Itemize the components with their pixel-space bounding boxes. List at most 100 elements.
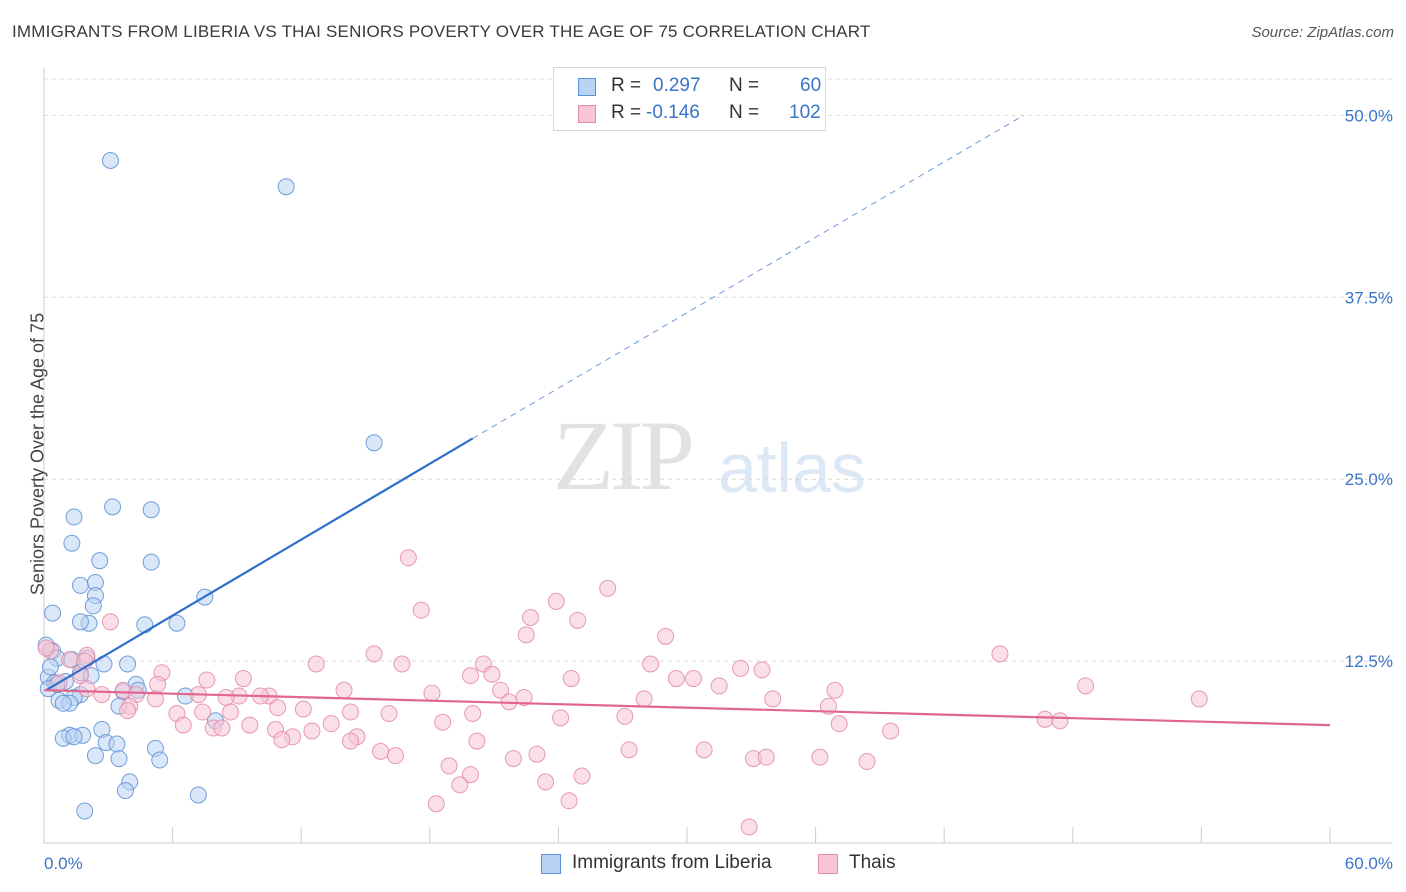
thai-point xyxy=(599,579,617,597)
liberia-point xyxy=(41,658,59,676)
thai-point xyxy=(740,818,758,836)
liberia-point xyxy=(142,553,160,571)
thai-point xyxy=(464,704,482,722)
thai-point xyxy=(811,748,829,766)
thai-point xyxy=(830,715,848,733)
y-tick-label: 50.0% xyxy=(1345,106,1393,125)
thai-point xyxy=(322,715,340,733)
thai-point xyxy=(573,767,591,785)
thai-point xyxy=(757,748,775,766)
thai-point xyxy=(620,741,638,759)
liberia-point xyxy=(71,576,89,594)
thai-point xyxy=(537,773,555,791)
thai-point xyxy=(562,670,580,688)
thai-point xyxy=(241,716,259,734)
liberia-point xyxy=(86,747,104,765)
x-tick-label: 60.0% xyxy=(1345,854,1393,873)
legend-n-value: 102 xyxy=(789,102,821,123)
thai-point xyxy=(434,713,452,731)
legend-r-label: R = xyxy=(611,75,642,96)
thai-point xyxy=(684,670,702,688)
source-label: Source: ZipAtlas.com xyxy=(1251,24,1394,41)
watermark-atlas: atlas xyxy=(718,429,866,507)
thai-point xyxy=(303,722,321,740)
y-axis-label: Seniors Poverty Over the Age of 75 xyxy=(27,312,48,596)
thai-point xyxy=(504,750,522,768)
liberia-point xyxy=(151,751,169,769)
thai-point xyxy=(552,709,570,727)
thai-swatch xyxy=(578,105,596,123)
y-tick-label: 12.5% xyxy=(1345,652,1393,671)
liberia-trend-line xyxy=(45,437,474,692)
liberia-point xyxy=(189,786,207,804)
legend-n-label: N = xyxy=(729,102,760,123)
thai-point xyxy=(483,665,501,683)
thai-point xyxy=(380,704,398,722)
liberia-point xyxy=(110,750,128,768)
thai-point xyxy=(61,651,79,669)
liberia-point xyxy=(71,613,89,631)
thai-point xyxy=(341,732,359,750)
liberia-point xyxy=(119,655,137,673)
thai-point xyxy=(826,681,844,699)
liberia-legend-swatch xyxy=(541,854,561,874)
thai-point xyxy=(387,747,405,765)
liberia-point xyxy=(101,151,119,169)
thai-point xyxy=(1190,690,1208,708)
thai-point xyxy=(882,722,900,740)
thai-point xyxy=(635,690,653,708)
thai-point xyxy=(528,745,546,763)
thai-point xyxy=(93,686,111,704)
thai-point xyxy=(517,626,535,644)
chart-title: IMMIGRANTS FROM LIBERIA VS THAI SENIORS … xyxy=(12,22,871,41)
thai-point xyxy=(307,655,325,673)
liberia-swatch xyxy=(578,78,596,96)
liberia-point xyxy=(365,434,383,452)
thai-legend-label: Thais xyxy=(849,852,896,873)
thai-point xyxy=(462,766,480,784)
thai-point xyxy=(273,731,291,749)
thai-point xyxy=(667,670,685,688)
liberia-trend-extension xyxy=(472,114,1024,439)
thai-point xyxy=(732,659,750,677)
liberia-point xyxy=(54,694,72,712)
thai-point xyxy=(37,639,55,657)
legend-r-value: -0.146 xyxy=(646,102,700,123)
thai-point xyxy=(194,703,212,721)
thai-point xyxy=(427,795,445,813)
y-tick-label: 25.0% xyxy=(1345,470,1393,489)
liberia-point xyxy=(91,552,109,570)
liberia-legend-label: Immigrants from Liberia xyxy=(572,852,772,873)
legend-r-value: 0.297 xyxy=(653,75,701,96)
thai-point xyxy=(198,671,216,689)
liberia-point xyxy=(65,728,83,746)
liberia-point xyxy=(65,508,83,526)
thai-trend-line xyxy=(43,689,1331,727)
correlation-legend: R = 0.297 N = 60 R = -0.146 N = 102 xyxy=(553,67,826,131)
thai-point xyxy=(1077,677,1095,695)
liberia-point xyxy=(168,614,186,632)
liberia-point xyxy=(142,501,160,519)
thai-point xyxy=(522,608,540,626)
liberia-point xyxy=(84,597,102,615)
liberia-point xyxy=(116,782,134,800)
liberia-point xyxy=(63,534,81,552)
legend-n-label: N = xyxy=(729,75,760,96)
thai-point xyxy=(174,716,192,734)
liberia-point xyxy=(76,802,94,820)
liberia-point xyxy=(108,735,126,753)
thai-point xyxy=(101,613,119,631)
legend-r-label: R = xyxy=(611,102,642,123)
thai-point xyxy=(547,592,565,610)
thai-point xyxy=(657,627,675,645)
thai-point xyxy=(440,757,458,775)
thai-point xyxy=(146,690,164,708)
thai-point xyxy=(1051,712,1069,730)
watermark-zip: ZIP xyxy=(553,400,695,511)
thai-point xyxy=(423,684,441,702)
thai-point xyxy=(213,719,231,737)
liberia-point xyxy=(104,498,122,516)
legend-n-value: 60 xyxy=(800,75,822,96)
thai-point xyxy=(616,707,634,725)
